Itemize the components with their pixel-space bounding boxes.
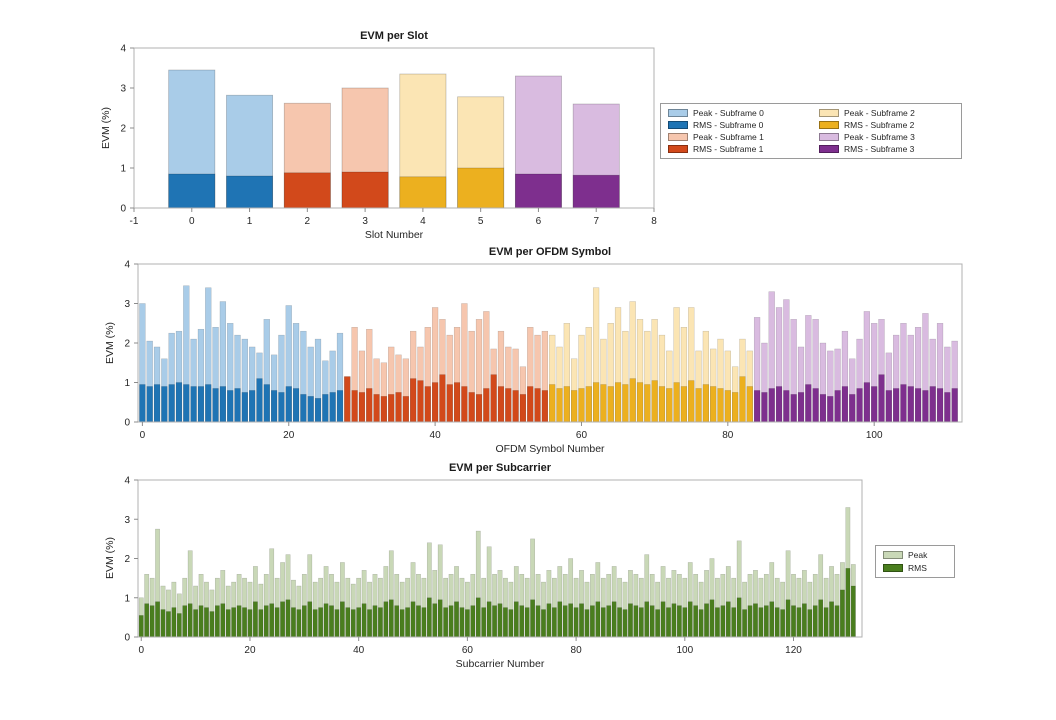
svg-text:0: 0 bbox=[124, 633, 130, 644]
svg-text:0: 0 bbox=[124, 418, 130, 429]
legend-label: Peak - Subframe 2 bbox=[844, 108, 915, 118]
legend-item: Peak bbox=[883, 550, 947, 560]
symbol-chart-ylabel: EVM (%) bbox=[104, 322, 116, 364]
svg-text:1: 1 bbox=[124, 378, 130, 389]
legend-item: RMS - Subframe 0 bbox=[668, 120, 803, 130]
svg-text:100: 100 bbox=[866, 430, 883, 441]
legend-item: RMS - Subframe 3 bbox=[819, 144, 954, 154]
svg-text:1: 1 bbox=[247, 216, 253, 227]
svg-text:40: 40 bbox=[353, 645, 365, 656]
svg-text:8: 8 bbox=[651, 216, 657, 227]
svg-text:60: 60 bbox=[462, 645, 474, 656]
slot-chart-legend: Peak - Subframe 0 RMS - Subframe 0 Peak - … bbox=[660, 103, 962, 159]
legend-item: Peak - Subframe 1 bbox=[668, 132, 803, 142]
slot-chart-ylabel: EVM (%) bbox=[100, 107, 112, 149]
legend-item: Peak - Subframe 2 bbox=[819, 108, 954, 118]
svg-text:3: 3 bbox=[124, 515, 130, 526]
legend-swatch bbox=[668, 121, 688, 129]
subcarrier-chart-legend: Peak RMS bbox=[875, 545, 955, 578]
svg-text:3: 3 bbox=[120, 84, 126, 95]
legend-item: Peak - Subframe 0 bbox=[668, 108, 803, 118]
svg-text:7: 7 bbox=[593, 216, 599, 227]
legend-label: RMS - Subframe 3 bbox=[844, 144, 915, 154]
legend-item: Peak - Subframe 3 bbox=[819, 132, 954, 142]
subcarrier-chart-xlabel: Subcarrier Number bbox=[455, 658, 545, 670]
svg-text:2: 2 bbox=[120, 124, 126, 135]
svg-text:-1: -1 bbox=[130, 216, 139, 227]
subcarrier-chart-title: EVM per Subcarrier bbox=[448, 462, 552, 474]
svg-text:3: 3 bbox=[362, 216, 368, 227]
legend-swatch bbox=[668, 109, 688, 117]
legend-label: RMS - Subframe 0 bbox=[693, 120, 764, 130]
svg-text:1: 1 bbox=[120, 164, 126, 175]
legend-label: Peak - Subframe 0 bbox=[693, 108, 764, 118]
legend-label: RMS bbox=[908, 563, 927, 573]
svg-text:2: 2 bbox=[305, 216, 311, 227]
legend-label: RMS - Subframe 1 bbox=[693, 144, 764, 154]
svg-text:2: 2 bbox=[124, 339, 130, 350]
legend-label: Peak - Subframe 1 bbox=[693, 132, 764, 142]
svg-text:3: 3 bbox=[124, 299, 130, 310]
svg-text:6: 6 bbox=[536, 216, 542, 227]
legend-item: RMS - Subframe 2 bbox=[819, 120, 954, 130]
svg-text:4: 4 bbox=[124, 260, 130, 271]
svg-text:4: 4 bbox=[420, 216, 426, 227]
legend-item: RMS bbox=[883, 563, 947, 573]
subcarrier-chart-ylabel: EVM (%) bbox=[104, 537, 116, 579]
svg-text:4: 4 bbox=[124, 476, 130, 487]
legend-swatch bbox=[668, 145, 688, 153]
svg-text:120: 120 bbox=[785, 645, 802, 656]
legend-swatch bbox=[819, 121, 839, 129]
svg-text:2: 2 bbox=[124, 554, 130, 565]
legend-label: Peak bbox=[908, 550, 928, 560]
legend-swatch bbox=[883, 564, 903, 572]
legend-swatch bbox=[819, 133, 839, 141]
svg-text:0: 0 bbox=[138, 645, 144, 656]
legend-label: RMS - Subframe 2 bbox=[844, 120, 915, 130]
legend-swatch bbox=[883, 551, 903, 559]
symbol-chart-title: EVM per OFDM Symbol bbox=[488, 246, 612, 258]
svg-text:20: 20 bbox=[244, 645, 256, 656]
svg-text:0: 0 bbox=[189, 216, 195, 227]
svg-text:80: 80 bbox=[722, 430, 734, 441]
svg-text:100: 100 bbox=[676, 645, 693, 656]
svg-text:80: 80 bbox=[571, 645, 583, 656]
svg-text:20: 20 bbox=[283, 430, 295, 441]
svg-text:60: 60 bbox=[576, 430, 588, 441]
svg-text:5: 5 bbox=[478, 216, 484, 227]
legend-item: RMS - Subframe 1 bbox=[668, 144, 803, 154]
svg-text:4: 4 bbox=[120, 44, 126, 55]
slot-chart-title: EVM per Slot bbox=[360, 30, 428, 42]
legend-swatch bbox=[668, 133, 688, 141]
svg-text:0: 0 bbox=[140, 430, 146, 441]
legend-swatch bbox=[819, 145, 839, 153]
slot-chart-xlabel: Slot Number bbox=[364, 229, 424, 241]
svg-text:1: 1 bbox=[124, 593, 130, 604]
legend-label: Peak - Subframe 3 bbox=[844, 132, 915, 142]
svg-text:40: 40 bbox=[430, 430, 442, 441]
svg-text:0: 0 bbox=[120, 204, 126, 215]
symbol-chart-xlabel: OFDM Symbol Number bbox=[495, 443, 605, 455]
legend-swatch bbox=[819, 109, 839, 117]
